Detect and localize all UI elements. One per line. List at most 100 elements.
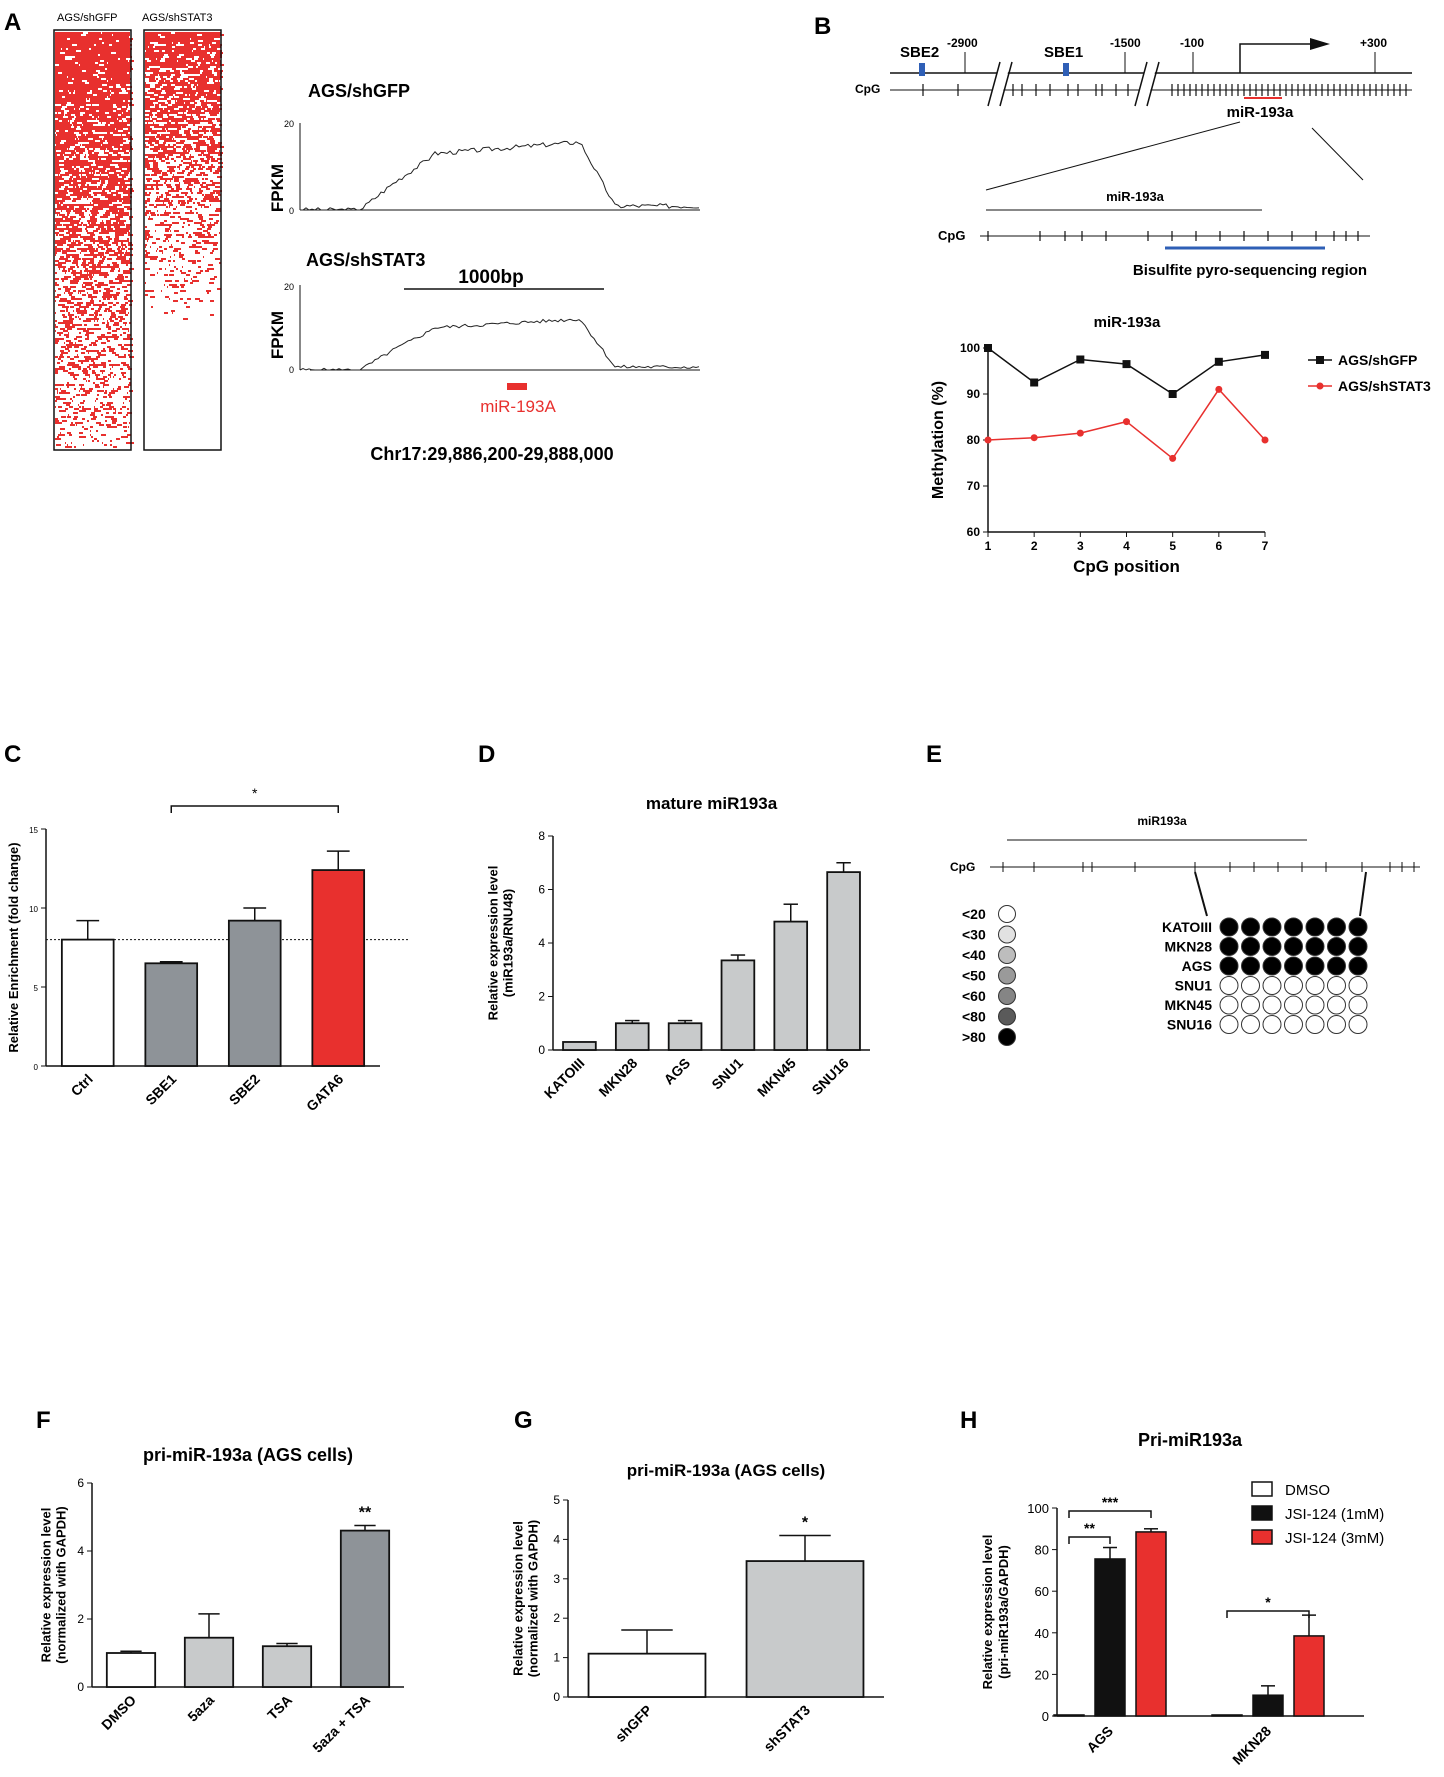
heatmap-cell [119,162,124,164]
heatmap-cell [169,74,171,76]
heatmap-cell [100,34,102,36]
heatmap-cell [191,192,193,194]
heatmap-cell [118,96,120,98]
heatmap-cell [126,232,127,234]
heatmap-cell [155,104,156,106]
heatmap-cell [109,190,111,192]
heatmap-cell [71,228,76,230]
x-tick-label: Ctrl [67,1071,95,1099]
heatmap-cell [126,106,128,108]
heatmap-cell [67,444,68,446]
heatmap-cell [103,404,105,406]
heatmap-cell [80,96,83,98]
heatmap-cell [207,138,211,140]
heatmap-cell [154,74,158,76]
heatmap-cell [98,266,100,268]
heatmap-cell [74,356,79,358]
heatmap-cell [110,168,112,170]
heatmap-cell [57,94,62,96]
y-tick-label: 0 [34,1063,39,1072]
heatmap-cell [88,184,89,186]
heatmap-cell [83,208,86,210]
heatmap-cell [104,112,105,114]
heatmap-cell [167,194,171,196]
heatmap-cell [110,316,111,318]
heatmap-cell [171,48,176,50]
heatmap-cell [103,44,104,46]
heatmap-cell [148,128,152,130]
heatmap-cell [90,252,94,254]
heatmap-cell [111,142,113,144]
heatmap-cell [55,200,60,202]
heatmap-cell [125,88,127,90]
heatmap-cell [62,72,63,74]
heatmap-cell [73,154,74,156]
heatmap-cell [78,66,83,68]
heatmap-cell [163,52,168,54]
heatmap-cell [109,254,112,256]
heatmap-cell [193,276,197,278]
heatmap-cell [73,198,77,200]
heatmap-cell [60,388,61,390]
heatmap-cell [162,110,163,112]
heatmap-cell [186,146,190,148]
heatmap-cell [95,122,98,124]
heatmap-cell [58,82,61,84]
heatmap-cell [165,238,168,240]
heatmap-cell [145,192,147,194]
heatmap-cell [167,186,172,188]
heatmap-cell [200,184,203,186]
heatmap-cell [186,54,191,56]
heatmap-cell [168,46,172,48]
heatmap-cell [66,254,70,256]
heatmap-cell [82,204,85,206]
heatmap-cell [200,234,203,236]
heatmap-cell [211,158,213,160]
heatmap-cell [186,134,191,136]
heatmap-cell [81,46,83,48]
heatmap-cell [157,64,161,66]
heatmap-cell [93,262,94,264]
heatmap-cell [187,46,192,48]
heatmap-cell [115,146,119,148]
heatmap-cell [129,42,130,44]
heatmap-cell [75,364,79,366]
heatmap-cell [216,118,220,120]
heatmap-cell [74,96,75,98]
heatmap-cell [83,100,86,102]
heatmap-cell [104,110,106,112]
heatmap-cell [87,194,89,196]
heatmap-cell [114,74,115,76]
heatmap-cell [193,178,198,180]
heatmap-cell [182,50,186,52]
heatmap-cell [116,292,117,294]
heatmap-cell [126,442,129,444]
heatmap-cell [58,118,61,120]
heatmap-cell [55,254,56,256]
heatmap-cell [72,80,75,82]
heatmap-cell [80,54,83,56]
heatmap-cell [183,88,184,90]
heatmap-cell [102,296,107,298]
heatmap-cell [117,248,120,250]
heatmap-cell [185,64,186,66]
heatmap-cell [186,70,190,72]
heatmap-cell [96,422,100,424]
heatmap-cell [195,42,199,44]
heatmap-cell [62,280,64,282]
heatmap-cell [106,114,109,116]
heatmap-cell [109,280,113,282]
heatmap-cell [70,48,74,50]
heatmap-cell [71,162,72,164]
heatmap-cell [89,364,92,366]
heatmap-cell [175,132,177,134]
heatmap-cell [125,50,127,52]
significance-bracket [170,805,339,813]
heatmap-cell [118,412,122,414]
heatmap-cell [73,34,75,36]
heatmap-cell [165,62,168,64]
heatmap-cell [157,54,159,56]
heatmap-cell [149,136,154,138]
heatmap-cell [88,352,89,354]
heatmap-cell [165,134,169,136]
